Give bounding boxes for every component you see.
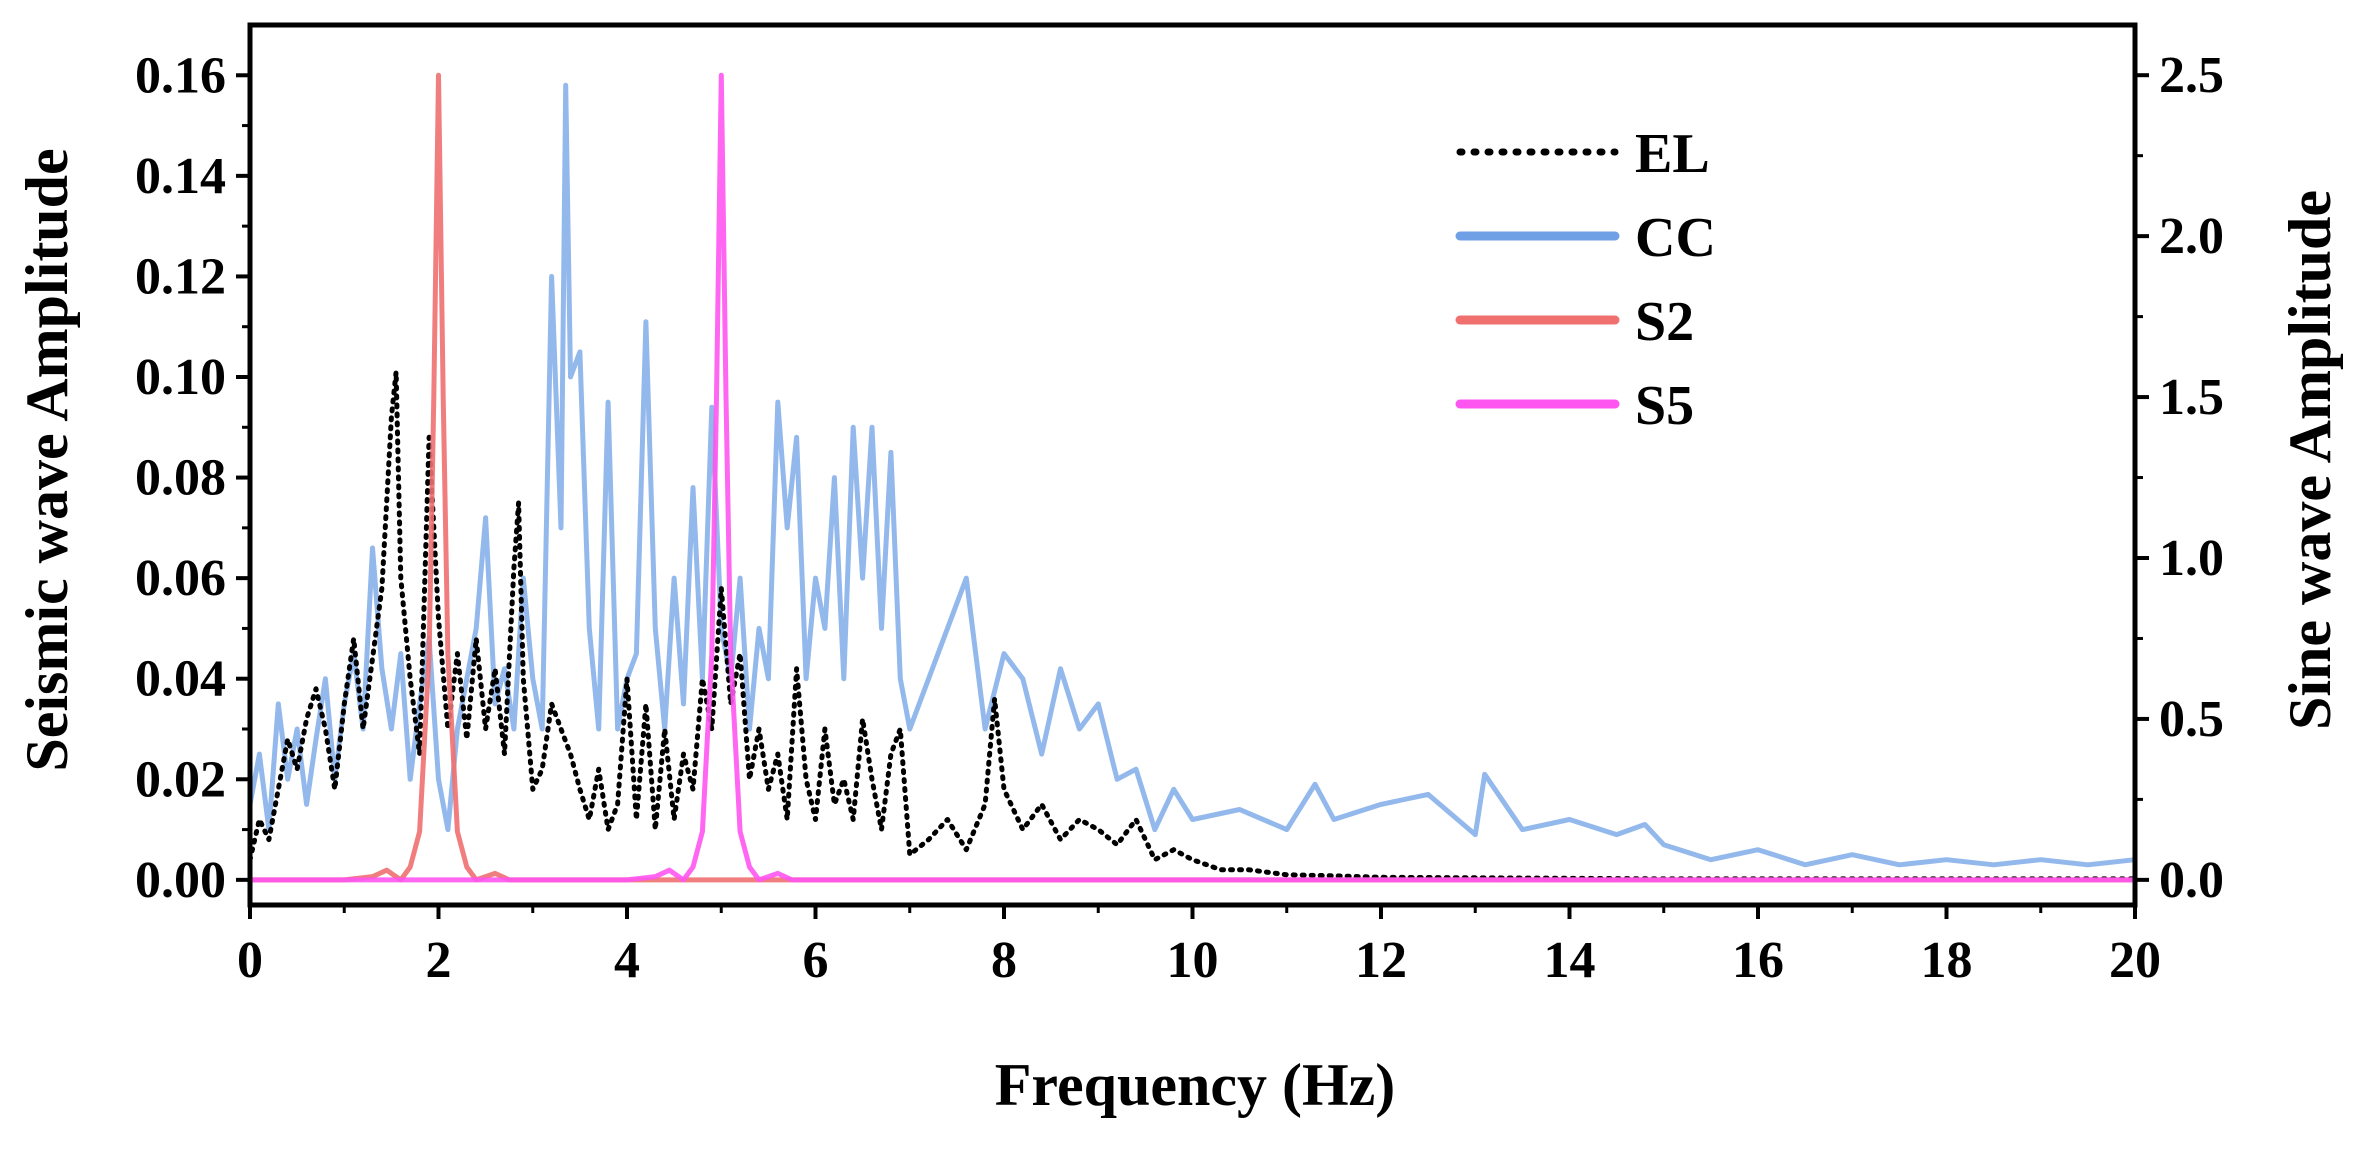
legend-label-s2: S2 [1635,291,1694,353]
left-y-tick-label: 0.08 [135,450,226,507]
ticks-layer: 0 2 4 6 8 10 12 14 16 18 20 0.00 0.02 0.04 0.06 0.08 0.1… [135,47,2224,989]
legend: EL CC S2 S5 [1455,123,1716,437]
x-tick-label: 6 [803,932,829,989]
x-tick-label: 14 [1544,932,1596,989]
x-tick-label: 0 [237,932,263,989]
right-y-axis-title: Sine wave Amplitude [2277,190,2343,730]
right-y-tick-label: 2.0 [2159,208,2224,265]
right-y-tick-label: 1.5 [2159,369,2224,426]
left-y-tick-label: 0.12 [135,248,226,305]
left-y-tick-label: 0.00 [135,852,226,909]
right-y-tick-label: 0.5 [2159,691,2224,748]
series-layer [247,72,2138,883]
left-y-tick-label: 0.02 [135,751,226,808]
x-tick-label: 4 [614,932,640,989]
legend-label-cc: CC [1635,207,1716,269]
x-axis-title: Frequency (Hz) [995,1052,1395,1118]
left-y-axis-title: Seismic wave Amplitude [14,148,80,771]
right-y-tick-label: 2.5 [2159,47,2224,104]
x-tick-label: 2 [426,932,452,989]
x-tick-label: 12 [1355,932,1407,989]
series-line-s5 [250,72,2135,883]
legend-label-el: EL [1635,123,1710,185]
left-y-tick-label: 0.10 [135,349,226,406]
series-line-s2 [250,72,2135,883]
left-y-tick-label: 0.16 [135,47,226,104]
x-tick-label: 8 [991,932,1017,989]
left-y-tick-label: 0.04 [135,651,226,708]
series-line-cc [247,82,2136,868]
left-y-tick-label: 0.14 [135,148,226,205]
right-y-tick-label: 0.0 [2159,852,2224,909]
x-tick-label: 10 [1167,932,1219,989]
series-line-el [247,369,2138,882]
left-y-tick-label: 0.06 [135,550,226,607]
x-tick-label: 16 [1732,932,1784,989]
x-tick-label: 20 [2109,932,2161,989]
legend-label-s5: S5 [1635,375,1694,437]
right-y-tick-label: 1.0 [2159,530,2224,587]
x-tick-label: 18 [1921,932,1973,989]
